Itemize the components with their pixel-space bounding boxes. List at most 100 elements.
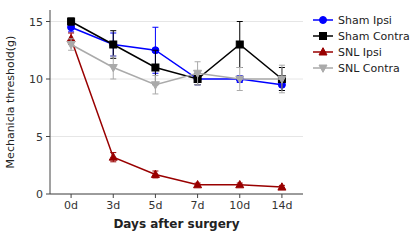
- x-tick-label: 5d: [148, 199, 162, 212]
- error-cap: [152, 75, 158, 76]
- error-bar: [68, 18, 74, 25]
- x-tick: [113, 194, 114, 198]
- error-cap: [279, 92, 285, 93]
- error-cap: [152, 93, 158, 94]
- grid-line: [50, 136, 303, 137]
- error-cap: [110, 56, 116, 57]
- series: [67, 33, 286, 190]
- legend-label: SNL Ipsi: [338, 46, 382, 59]
- y-tick: [46, 21, 50, 22]
- error-bar: [110, 153, 116, 162]
- series-line: [71, 27, 282, 85]
- point: [68, 18, 75, 25]
- point: [236, 76, 243, 83]
- plot-area: [67, 18, 286, 190]
- x-tick: [281, 194, 282, 198]
- point: [236, 181, 244, 188]
- error-cap: [237, 67, 243, 68]
- legend-marker: [320, 33, 327, 40]
- error-cap: [110, 30, 116, 31]
- legend-marker: [319, 48, 327, 55]
- series: [68, 18, 286, 91]
- point: [278, 76, 286, 83]
- point: [278, 76, 285, 83]
- point: [110, 41, 117, 48]
- legend-label: SNL Contra: [338, 62, 400, 75]
- point: [194, 181, 202, 188]
- legend: Sham Ipsi Sham Contra SNL Ipsi SNL Contra: [313, 14, 410, 75]
- point: [236, 41, 243, 48]
- error-cap: [237, 67, 243, 68]
- grid-line: [50, 194, 303, 195]
- series-line: [71, 45, 282, 85]
- error-cap: [195, 84, 201, 85]
- error-cap: [152, 27, 158, 28]
- x-axis: [50, 194, 303, 195]
- x-tick: [155, 194, 156, 198]
- error-bar: [152, 27, 158, 73]
- point: [236, 76, 244, 83]
- grid-line: [50, 21, 303, 22]
- error-cap: [110, 79, 116, 80]
- y-tick-label: 15: [29, 16, 43, 29]
- legend-marker: [320, 17, 327, 24]
- error-cap: [110, 56, 116, 57]
- point: [152, 64, 159, 71]
- point: [67, 42, 75, 49]
- error-cap: [68, 33, 74, 34]
- point: [151, 82, 159, 89]
- axes: 0510150d3d5d7d10d14d: [29, 10, 303, 212]
- x-tick-label: 0d: [64, 199, 78, 212]
- legend-label: Sham Contra: [338, 30, 410, 43]
- y-tick: [46, 79, 50, 80]
- error-bar: [110, 56, 116, 79]
- y-tick-label: 5: [36, 131, 43, 144]
- legend-item: SNL Ipsi: [313, 46, 382, 59]
- error-cap: [68, 38, 74, 39]
- error-cap: [68, 50, 74, 51]
- error-cap: [195, 84, 201, 85]
- error-cap: [279, 65, 285, 66]
- error-cap: [110, 161, 116, 162]
- chart: 0510150d3d5d7d10d14dDays after surgeryMe…: [0, 0, 411, 236]
- error-bar: [279, 65, 285, 93]
- point: [278, 183, 286, 190]
- series: [67, 39, 286, 94]
- error-bar: [237, 22, 243, 68]
- error-cap: [152, 50, 158, 51]
- error-bar: [110, 31, 116, 59]
- x-tick-label: 10d: [229, 199, 250, 212]
- y-tick: [46, 136, 50, 137]
- error-bar: [195, 62, 201, 85]
- error-cap: [237, 90, 243, 91]
- x-axis-label: Days after surgery: [113, 217, 239, 231]
- point: [194, 70, 202, 77]
- series-line: [71, 22, 282, 80]
- y-axis: [50, 10, 51, 194]
- y-axis-label: Mechanicla threshold(g): [4, 36, 17, 169]
- error-cap: [195, 84, 201, 85]
- legend-item: Sham Ipsi: [313, 14, 392, 27]
- legend-item: Sham Contra: [313, 30, 410, 43]
- y-tick-label: 0: [36, 188, 43, 201]
- error-cap: [68, 31, 74, 32]
- error-bar: [237, 68, 243, 91]
- x-tick-label: 7d: [191, 199, 205, 212]
- point: [109, 65, 117, 72]
- point: [151, 170, 159, 177]
- legend-item: SNL Contra: [313, 62, 400, 75]
- error-bar: [68, 39, 74, 51]
- x-tick-label: 3d: [106, 199, 120, 212]
- x-tick: [197, 194, 198, 198]
- y-tick: [46, 194, 50, 195]
- series-line: [71, 39, 282, 187]
- x-tick: [71, 194, 72, 198]
- point: [110, 41, 117, 48]
- error-bar: [152, 171, 158, 178]
- error-bar: [237, 76, 243, 83]
- error-bar: [152, 76, 158, 94]
- error-cap: [237, 21, 243, 22]
- x-tick-label: 14d: [271, 199, 292, 212]
- legend-marker: [319, 65, 327, 72]
- series: [68, 23, 286, 91]
